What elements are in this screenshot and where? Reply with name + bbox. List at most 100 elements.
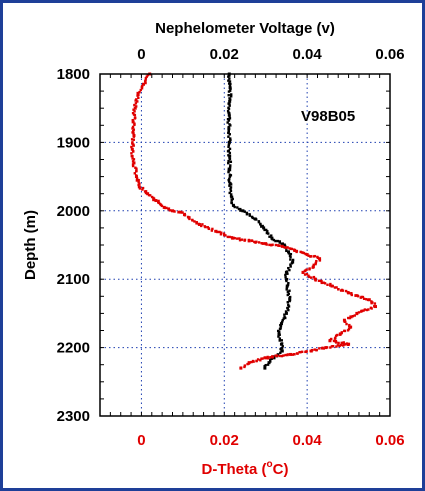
data-point	[322, 347, 325, 350]
data-point	[229, 189, 233, 193]
data-point	[344, 343, 347, 346]
data-point	[288, 289, 291, 292]
data-point	[148, 194, 152, 197]
data-point	[137, 183, 140, 187]
data-point	[307, 254, 310, 257]
data-point	[261, 224, 264, 228]
data-point	[229, 195, 233, 198]
data-point	[228, 77, 231, 80]
data-point	[216, 230, 219, 234]
data-point	[314, 262, 317, 266]
data-point	[348, 323, 351, 327]
bottom-axis-title-prefix: D-Theta (	[202, 461, 267, 478]
data-point	[295, 352, 299, 355]
data-point	[342, 341, 345, 344]
y-tick-label: 2200	[57, 340, 90, 357]
data-point	[227, 144, 231, 147]
data-point	[277, 335, 280, 338]
top-tick-label: 0	[137, 46, 145, 63]
data-point	[285, 270, 289, 273]
data-point	[286, 353, 289, 357]
data-point	[201, 223, 204, 226]
data-point	[134, 99, 137, 102]
data-point	[365, 308, 369, 312]
data-point	[283, 245, 286, 249]
data-point	[245, 211, 249, 215]
data-point	[312, 263, 315, 267]
data-point	[227, 79, 230, 82]
data-point	[277, 244, 280, 247]
data-point	[165, 206, 168, 210]
data-point	[229, 160, 233, 164]
data-point	[320, 281, 323, 285]
data-point	[152, 197, 156, 200]
data-point	[317, 279, 321, 282]
data-point	[229, 98, 232, 101]
data-point	[271, 356, 274, 359]
data-point	[287, 305, 291, 308]
data-point	[335, 341, 338, 344]
data-point	[248, 214, 252, 217]
data-point	[227, 167, 231, 170]
data-point	[350, 293, 354, 297]
data-point	[362, 309, 365, 312]
data-point	[131, 111, 135, 115]
data-point	[338, 333, 342, 336]
data-point	[154, 199, 158, 203]
data-point	[227, 130, 230, 133]
bottom-tick-label: 0.02	[210, 432, 239, 449]
data-point	[134, 102, 138, 105]
data-point	[365, 298, 368, 301]
data-point	[333, 286, 337, 289]
data-point	[222, 234, 226, 237]
data-point	[370, 301, 373, 305]
data-point	[308, 268, 311, 271]
data-point	[144, 77, 148, 80]
data-point	[280, 339, 283, 342]
data-point	[311, 266, 314, 269]
data-point	[131, 160, 135, 163]
data-point	[302, 251, 306, 255]
data-point	[160, 204, 164, 208]
data-point	[323, 282, 327, 285]
data-point	[261, 357, 264, 360]
data-point	[134, 174, 138, 177]
data-point	[139, 88, 142, 92]
data-point	[144, 190, 148, 193]
data-point	[314, 279, 317, 282]
data-point	[239, 209, 242, 212]
data-point	[226, 150, 230, 153]
data-point	[266, 355, 269, 359]
data-point	[287, 281, 290, 285]
data-point	[239, 207, 242, 211]
data-point	[228, 166, 232, 169]
data-point	[226, 109, 230, 113]
data-point	[227, 159, 230, 163]
data-point	[257, 220, 261, 224]
data-point	[373, 302, 377, 305]
data-point	[331, 284, 334, 288]
data-point	[228, 147, 232, 151]
data-point	[220, 231, 223, 234]
data-point	[310, 276, 313, 279]
ticks: 0 0.02 0.04 0.06 0 0.02 0.04 0.06 1800 1900 2000 21…	[57, 46, 405, 449]
data-point	[350, 292, 353, 295]
data-point	[325, 346, 329, 349]
data-point	[303, 269, 307, 273]
top-tick-label: 0.06	[375, 46, 404, 63]
data-point	[286, 246, 289, 249]
data-point	[219, 233, 223, 236]
data-point	[227, 170, 230, 174]
data-point	[329, 284, 332, 287]
data-point	[228, 80, 232, 83]
data-point	[269, 356, 272, 359]
data-point	[231, 197, 234, 201]
data-point	[289, 252, 293, 256]
data-point	[228, 137, 232, 140]
data-point	[279, 324, 283, 328]
data-point	[348, 316, 352, 320]
data-point	[344, 289, 348, 293]
data-point	[137, 185, 141, 189]
data-point	[286, 272, 289, 275]
data-point	[228, 133, 231, 136]
